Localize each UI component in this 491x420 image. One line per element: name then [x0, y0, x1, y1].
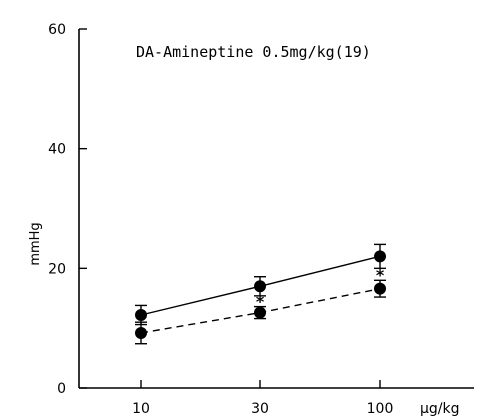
annotation-layer: **: [256, 265, 385, 311]
data-point: [135, 309, 147, 322]
significance-marker: *: [376, 265, 385, 284]
y-axis-title: mmHg: [28, 222, 43, 265]
x-axis-unit: μg/kg: [420, 401, 460, 417]
series-dashed: [135, 279, 386, 345]
y-tick-label: 60: [48, 22, 66, 38]
x-tick-label: 30: [251, 401, 269, 417]
chart-title: DA-Amineptine 0.5mg/kg(19): [136, 43, 371, 61]
y-tick-label: 40: [48, 142, 66, 158]
x-tick-label: 100: [367, 401, 394, 417]
data-point: [254, 306, 266, 319]
data-point: [374, 250, 386, 263]
x-ticks: 10 30 100: [132, 380, 393, 417]
data-point: [135, 326, 147, 339]
axes: [78, 29, 474, 389]
data-point: [374, 282, 386, 295]
y-ticks: 0 20 40 60: [48, 22, 87, 397]
data-point: [254, 280, 266, 293]
series-layer: [135, 243, 386, 345]
y-tick-label: 0: [57, 381, 66, 397]
y-tick-label: 20: [48, 261, 66, 277]
x-tick-label: 10: [132, 401, 150, 417]
significance-marker: *: [256, 292, 265, 311]
